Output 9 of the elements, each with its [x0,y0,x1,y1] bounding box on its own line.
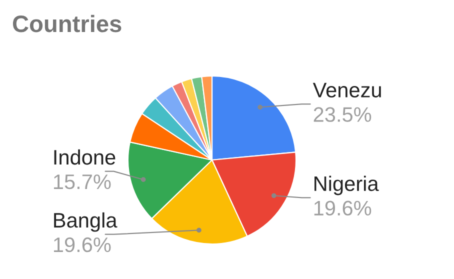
data-label: 19.6% [54,237,111,252]
slice-label: Venezu [312,82,381,98]
slice-label: Bangla [54,212,118,232]
data-label: 19.6% [314,200,372,216]
data-label: 15.7% [54,174,111,190]
data-label: 23.5% [314,107,372,122]
slice-label: Indone [54,149,116,165]
slice-label: Nigeria [314,176,379,196]
chart-title: Countries [12,14,122,32]
